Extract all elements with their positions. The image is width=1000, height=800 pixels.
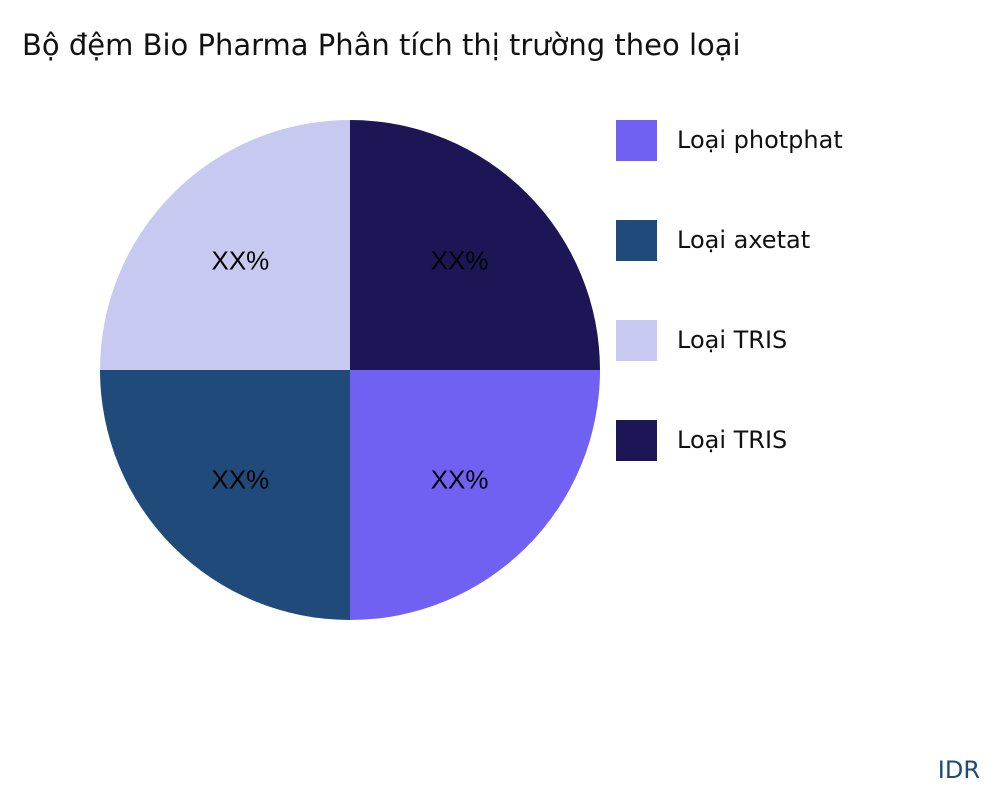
- pie-slice: [100, 370, 350, 620]
- legend-item: Loại TRIS: [616, 419, 843, 461]
- pie-slice: [100, 120, 350, 370]
- brand-logo: IDR: [937, 756, 980, 784]
- legend-label: Loại axetat: [677, 226, 811, 254]
- pie-slice: [350, 370, 600, 620]
- legend-swatch: [616, 119, 657, 161]
- legend-item: Loại TRIS: [616, 319, 843, 361]
- legend: Loại photphat Loại axetat Loại TRIS Loại…: [616, 119, 843, 520]
- chart-title: Bộ đệm Bio Pharma Phân tích thị trường t…: [22, 28, 741, 62]
- legend-label: Loại TRIS: [677, 426, 788, 454]
- pie-slice: [350, 120, 600, 370]
- legend-item: Loại photphat: [616, 119, 843, 161]
- legend-label: Loại photphat: [677, 126, 843, 154]
- legend-swatch: [616, 419, 657, 461]
- slice-label: XX%: [211, 245, 269, 275]
- legend-item: Loại axetat: [616, 219, 843, 261]
- slice-label: XX%: [211, 465, 269, 495]
- legend-swatch: [616, 319, 657, 361]
- slice-label: XX%: [431, 465, 489, 495]
- legend-swatch: [616, 219, 657, 261]
- legend-label: Loại TRIS: [677, 326, 788, 354]
- slice-label: XX%: [431, 245, 489, 275]
